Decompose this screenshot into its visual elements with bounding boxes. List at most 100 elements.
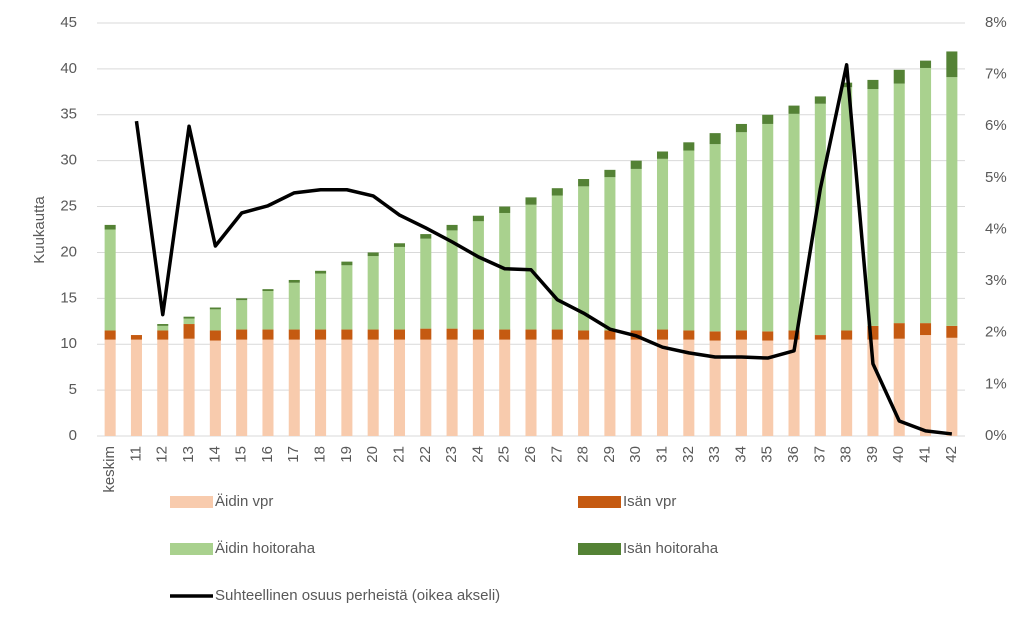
bar-segment <box>183 338 195 436</box>
bar-segment <box>735 123 747 133</box>
x-tick-label: 41 <box>917 446 934 463</box>
bar-segment <box>157 325 169 331</box>
bar-segment <box>262 339 274 436</box>
legend-swatch <box>170 496 213 508</box>
bar-segment <box>841 330 853 340</box>
x-tick-label: 24 <box>469 446 486 463</box>
bar-segment <box>472 215 484 222</box>
bar-segment <box>920 60 932 68</box>
legend-label: Isän hoitoraha <box>623 540 719 557</box>
bar-segment <box>183 316 195 319</box>
bar-segment <box>130 335 142 340</box>
bar-segment <box>893 323 905 339</box>
bar-segment <box>288 339 300 436</box>
bar-segment <box>946 77 958 326</box>
x-tick-label: 15 <box>233 446 250 463</box>
y2-tick-label: 0% <box>985 427 1007 444</box>
bar-segment <box>656 151 669 159</box>
bar-segment <box>630 160 642 169</box>
y-tick-label: 5 <box>69 381 77 398</box>
bar-segment <box>946 337 958 436</box>
bar-segment <box>920 323 932 336</box>
bar-segment <box>367 256 379 330</box>
bar-segment <box>446 339 458 436</box>
x-tick-label: 29 <box>601 446 618 463</box>
bar-segment <box>735 132 747 331</box>
bar-segment <box>867 339 879 436</box>
y2-tick-label: 4% <box>985 220 1007 237</box>
bar-segment <box>525 339 537 436</box>
y2-tick-label: 6% <box>985 117 1007 134</box>
bar-segment <box>578 330 590 340</box>
y-tick-label: 15 <box>60 289 77 306</box>
bar-segment <box>446 328 458 340</box>
x-tick-label: 25 <box>496 446 513 463</box>
y-tick-label: 40 <box>60 60 77 77</box>
bar-segment <box>578 339 590 436</box>
bar-segment <box>236 300 248 330</box>
bar-segment <box>446 224 458 231</box>
bar-segment <box>341 339 353 436</box>
bar-segment <box>315 329 327 340</box>
bar-segment <box>814 103 826 336</box>
bar-segment <box>446 230 458 329</box>
bar-segment <box>788 339 800 436</box>
legend-label: Suhteellinen osuus perheistä (oikea akse… <box>215 587 500 604</box>
y-tick-label: 10 <box>60 335 77 352</box>
bar-segment <box>393 243 406 247</box>
bar-segment <box>656 339 669 436</box>
bar-segment <box>209 307 221 310</box>
bar-segment <box>315 339 327 436</box>
bar-segment <box>683 339 695 436</box>
x-tick-label: 13 <box>180 446 197 463</box>
x-tick-label: 27 <box>548 446 565 463</box>
x-tick-label: 16 <box>259 446 276 463</box>
bar-segment <box>104 330 116 340</box>
bar-segment <box>920 335 932 436</box>
bar-segment <box>472 329 484 340</box>
bar-segment <box>104 229 116 331</box>
bar-segment <box>315 273 327 330</box>
bar-segment <box>709 331 721 341</box>
bar-segment <box>893 69 905 84</box>
bar-segment <box>656 329 669 340</box>
bar-segment <box>262 329 274 340</box>
x-tick-label: keskim <box>101 446 118 493</box>
y2-tick-label: 1% <box>985 375 1007 392</box>
x-tick-label: 12 <box>154 446 171 463</box>
bar-segment <box>867 89 879 326</box>
bar-segment <box>499 329 511 340</box>
bar-segment <box>788 330 800 340</box>
bar-segment <box>236 329 248 340</box>
legend-swatch <box>170 543 213 555</box>
y2-tick-label: 5% <box>985 169 1007 186</box>
x-tick-label: 21 <box>390 446 407 463</box>
bar-segment <box>683 330 695 340</box>
bar-segment <box>525 329 537 340</box>
bar-segment <box>788 105 800 114</box>
bar-segment <box>288 282 300 330</box>
bar-segment <box>157 324 169 326</box>
y-tick-label: 35 <box>60 106 77 123</box>
bar-segment <box>393 339 406 436</box>
legend-label: Äidin vpr <box>215 493 273 510</box>
line <box>134 63 953 436</box>
bar-segment <box>867 79 879 90</box>
bar-segment <box>604 330 616 340</box>
bar-segment <box>841 82 853 88</box>
bar-segment <box>762 331 774 341</box>
bar-segment <box>367 329 379 340</box>
bar-segment <box>578 179 590 187</box>
bar-segment <box>814 335 826 340</box>
bar-segment <box>709 144 721 332</box>
bar-segment <box>393 246 406 330</box>
bar-segment <box>288 329 300 340</box>
y-tick-label: 20 <box>60 243 77 260</box>
y-tick-label: 30 <box>60 152 77 169</box>
bar-segment <box>551 329 563 340</box>
legend-swatch <box>578 496 621 508</box>
bar-segment <box>130 339 142 436</box>
y-tick-label: 0 <box>69 427 77 444</box>
legend-label: Äidin hoitoraha <box>215 540 316 557</box>
